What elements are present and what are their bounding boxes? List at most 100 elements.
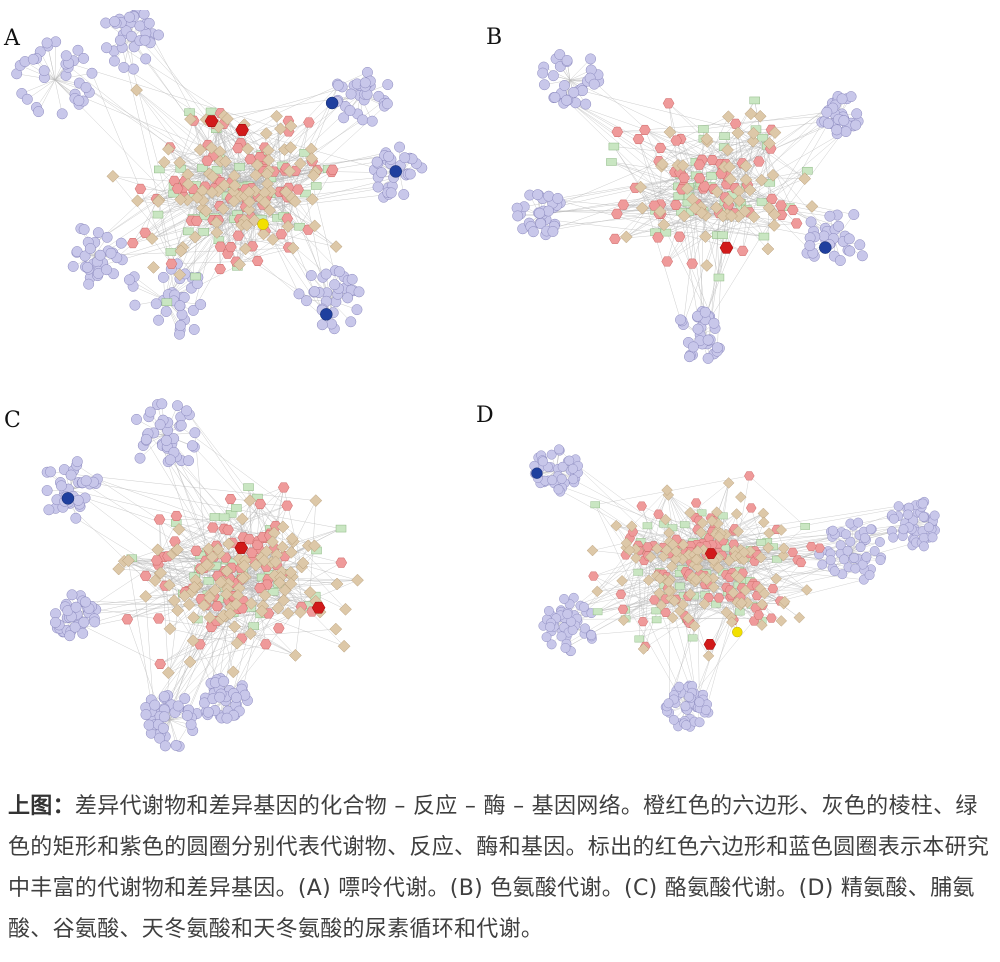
reaction-node — [339, 602, 352, 616]
reaction-node — [203, 591, 216, 605]
compound-node — [232, 143, 244, 154]
yellow-node — [732, 626, 743, 638]
network-edge — [74, 93, 264, 172]
reaction-node — [716, 209, 730, 223]
network-edge — [245, 196, 294, 249]
gene-node — [903, 509, 913, 520]
compound-node — [766, 193, 778, 204]
compound-node — [153, 514, 166, 525]
gene-node — [72, 494, 84, 506]
gene-node — [694, 717, 705, 728]
gene-node — [154, 419, 166, 431]
gene-node — [128, 63, 139, 75]
reaction-node — [775, 524, 788, 536]
reaction-node — [308, 219, 322, 233]
enzyme-node — [248, 622, 260, 630]
reaction-node — [257, 554, 271, 568]
network-edge — [214, 123, 264, 225]
network-edge — [85, 87, 256, 192]
reaction-node — [151, 195, 165, 208]
reaction-node — [205, 141, 218, 155]
enzyme-node — [679, 521, 690, 529]
reaction-node — [173, 268, 187, 282]
nodes — [511, 49, 868, 364]
gene-node — [124, 11, 135, 23]
reaction-node — [122, 554, 135, 567]
compound-node — [151, 555, 163, 566]
network-edge — [616, 137, 763, 214]
gene-node — [366, 115, 378, 127]
compound-node — [609, 233, 621, 244]
reaction-node — [735, 491, 747, 503]
gene-node — [183, 455, 195, 467]
gene-node — [78, 616, 90, 628]
network-edge — [749, 475, 806, 527]
enzyme-node — [802, 166, 813, 175]
reaction-node — [713, 531, 725, 543]
gene-node — [140, 53, 152, 65]
enzyme-node — [198, 228, 209, 236]
reaction-node — [695, 526, 707, 539]
reaction-node — [700, 259, 714, 272]
reaction-node — [726, 616, 738, 628]
gene-node — [157, 722, 169, 734]
gene-node — [41, 37, 53, 49]
reaction-node — [228, 620, 241, 634]
gene-node — [833, 220, 844, 232]
reaction-node — [725, 209, 738, 223]
gene-node — [560, 643, 571, 653]
reaction-node — [663, 527, 675, 539]
gene-node — [588, 78, 600, 90]
network-edge — [186, 410, 271, 534]
reaction-node — [281, 220, 295, 233]
compound-node — [224, 494, 237, 505]
enzyme-node — [335, 524, 347, 533]
highlight-gene-node — [819, 241, 832, 254]
gene-node — [134, 452, 146, 464]
gene-node — [66, 589, 78, 601]
reaction-node — [758, 516, 770, 529]
gene-node — [534, 207, 546, 219]
network-edge — [638, 572, 644, 622]
reaction-node — [181, 177, 195, 191]
compound-node — [744, 471, 755, 481]
gene-node — [538, 79, 550, 91]
reaction-node — [642, 574, 655, 586]
reaction-node — [139, 590, 153, 603]
gene-node — [875, 555, 886, 566]
gene-node — [49, 617, 61, 628]
reaction-node — [619, 230, 633, 244]
gene-node — [861, 551, 872, 562]
gene-node — [140, 709, 152, 721]
reaction-node — [761, 242, 775, 256]
reaction-node — [229, 597, 243, 611]
compound-node — [303, 117, 315, 128]
compound-node — [127, 238, 139, 249]
reaction-node — [767, 219, 781, 232]
gene-node — [123, 274, 135, 286]
reaction-node — [243, 195, 256, 209]
network-edge — [159, 519, 169, 673]
reaction-node — [187, 580, 201, 594]
network-edge — [538, 194, 743, 251]
reaction-node — [645, 551, 657, 563]
reaction-node — [330, 577, 344, 591]
reaction-node — [106, 169, 120, 183]
gene-node — [188, 324, 200, 335]
reaction-node — [710, 201, 723, 214]
gene-node — [129, 299, 141, 311]
gene-node — [114, 34, 126, 46]
reaction-node — [262, 153, 275, 167]
gene-node — [668, 714, 679, 725]
reaction-node — [258, 588, 272, 602]
reaction-node — [722, 110, 735, 124]
gene-node — [553, 484, 564, 495]
highlight-compound-node — [204, 115, 219, 127]
reaction-node — [586, 544, 599, 557]
compound-node — [670, 199, 682, 210]
network-edge — [36, 79, 56, 108]
network-graph-c — [41, 398, 364, 752]
gene-node — [329, 279, 341, 291]
gene-node — [556, 631, 567, 642]
reaction-node — [657, 218, 671, 232]
